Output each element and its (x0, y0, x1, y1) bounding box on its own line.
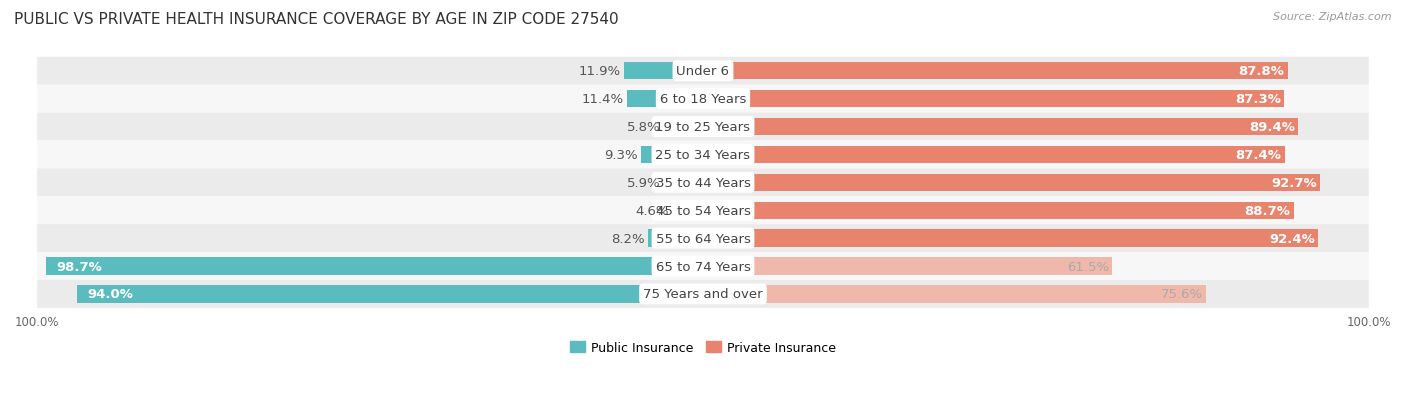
Bar (703, 119, 1298, 136)
Bar (703, 63, 1288, 80)
Text: 61.5%: 61.5% (1067, 260, 1109, 273)
Text: 8.2%: 8.2% (612, 232, 645, 245)
Text: 11.4%: 11.4% (582, 93, 624, 106)
Text: Under 6: Under 6 (676, 65, 730, 78)
Bar (703, 147, 1285, 164)
Text: 65 to 74 Years: 65 to 74 Years (655, 260, 751, 273)
Text: 5.9%: 5.9% (627, 176, 661, 190)
Bar (648, 230, 703, 247)
Text: 35 to 44 Years: 35 to 44 Years (655, 176, 751, 190)
Bar (627, 91, 703, 108)
Text: 87.4%: 87.4% (1236, 149, 1281, 161)
Text: 45 to 54 Years: 45 to 54 Years (655, 204, 751, 217)
FancyBboxPatch shape (37, 169, 1369, 197)
Text: 11.9%: 11.9% (578, 65, 620, 78)
Text: Source: ZipAtlas.com: Source: ZipAtlas.com (1274, 12, 1392, 22)
Text: 4.6%: 4.6% (636, 204, 669, 217)
FancyBboxPatch shape (37, 141, 1369, 169)
Text: 87.8%: 87.8% (1239, 65, 1284, 78)
Legend: Public Insurance, Private Insurance: Public Insurance, Private Insurance (565, 336, 841, 359)
Bar (703, 286, 1206, 303)
Bar (46, 258, 703, 275)
FancyBboxPatch shape (37, 85, 1369, 113)
FancyBboxPatch shape (37, 113, 1369, 141)
Bar (672, 202, 703, 219)
Text: 75 Years and over: 75 Years and over (643, 288, 763, 301)
Bar (665, 119, 703, 136)
Text: 98.7%: 98.7% (56, 260, 101, 273)
Text: 5.8%: 5.8% (627, 121, 661, 134)
Bar (664, 174, 703, 192)
Text: 75.6%: 75.6% (1161, 288, 1204, 301)
Bar (641, 147, 703, 164)
Bar (77, 286, 703, 303)
Text: 9.3%: 9.3% (605, 149, 638, 161)
Text: 88.7%: 88.7% (1244, 204, 1291, 217)
FancyBboxPatch shape (37, 252, 1369, 280)
Text: 19 to 25 Years: 19 to 25 Years (655, 121, 751, 134)
Bar (703, 230, 1319, 247)
Text: PUBLIC VS PRIVATE HEALTH INSURANCE COVERAGE BY AGE IN ZIP CODE 27540: PUBLIC VS PRIVATE HEALTH INSURANCE COVER… (14, 12, 619, 27)
Text: 89.4%: 89.4% (1249, 121, 1295, 134)
Text: 55 to 64 Years: 55 to 64 Years (655, 232, 751, 245)
Text: 92.4%: 92.4% (1270, 232, 1315, 245)
Bar (624, 63, 703, 80)
Text: 94.0%: 94.0% (87, 288, 134, 301)
Text: 6 to 18 Years: 6 to 18 Years (659, 93, 747, 106)
Bar (703, 91, 1284, 108)
FancyBboxPatch shape (37, 197, 1369, 225)
FancyBboxPatch shape (37, 225, 1369, 252)
Bar (703, 258, 1112, 275)
FancyBboxPatch shape (37, 58, 1369, 85)
Text: 92.7%: 92.7% (1271, 176, 1317, 190)
FancyBboxPatch shape (37, 280, 1369, 308)
Bar (703, 174, 1320, 192)
Text: 25 to 34 Years: 25 to 34 Years (655, 149, 751, 161)
Bar (703, 202, 1294, 219)
Text: 87.3%: 87.3% (1234, 93, 1281, 106)
